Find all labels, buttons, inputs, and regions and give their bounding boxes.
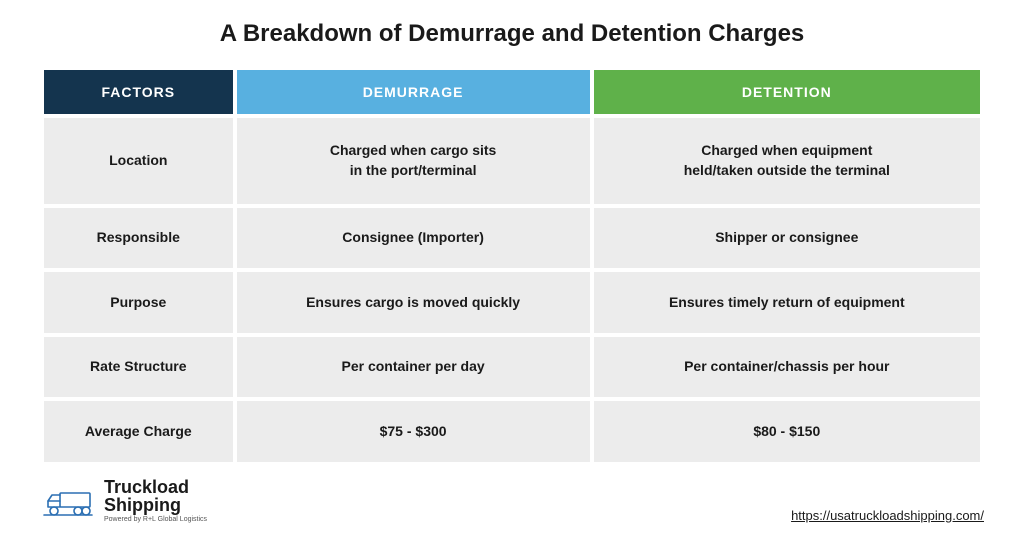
- source-url[interactable]: https://usatruckloadshipping.com/: [791, 508, 984, 523]
- header-factors: FACTORS: [44, 70, 233, 114]
- brand-logo: Truckload Shipping Powered by R+L Global…: [40, 478, 207, 523]
- page-title: A Breakdown of Demurrage and Detention C…: [40, 20, 984, 48]
- cell-factor: Average Charge: [44, 401, 233, 462]
- cell-demurrage: Per container per day: [237, 337, 590, 398]
- cell-demurrage: Charged when cargo sits in the port/term…: [237, 118, 590, 204]
- logo-tagline: Powered by R+L Global Logistics: [104, 516, 207, 523]
- cell-detention: Per container/chassis per hour: [594, 337, 980, 398]
- truck-icon: [40, 483, 96, 519]
- header-detention: DETENTION: [594, 70, 980, 114]
- cell-detention: Charged when equipment held/taken outsid…: [594, 118, 980, 204]
- cell-factor: Responsible: [44, 208, 233, 269]
- cell-demurrage: $75 - $300: [237, 401, 590, 462]
- cell-detention: Shipper or consignee: [594, 208, 980, 269]
- logo-line2: Shipping: [104, 496, 207, 514]
- table-row: ResponsibleConsignee (Importer)Shipper o…: [44, 208, 980, 269]
- cell-factor: Location: [44, 118, 233, 204]
- comparison-table: FACTORS DEMURRAGE DETENTION LocationChar…: [40, 66, 984, 466]
- cell-demurrage: Ensures cargo is moved quickly: [237, 272, 590, 333]
- cell-factor: Rate Structure: [44, 337, 233, 398]
- footer: Truckload Shipping Powered by R+L Global…: [40, 478, 984, 523]
- cell-demurrage: Consignee (Importer): [237, 208, 590, 269]
- header-demurrage: DEMURRAGE: [237, 70, 590, 114]
- table-row: LocationCharged when cargo sits in the p…: [44, 118, 980, 204]
- cell-factor: Purpose: [44, 272, 233, 333]
- table-row: Rate StructurePer container per dayPer c…: [44, 337, 980, 398]
- cell-detention: $80 - $150: [594, 401, 980, 462]
- table-row: PurposeEnsures cargo is moved quicklyEns…: [44, 272, 980, 333]
- logo-line1: Truckload: [104, 478, 207, 496]
- cell-detention: Ensures timely return of equipment: [594, 272, 980, 333]
- table-body: LocationCharged when cargo sits in the p…: [44, 118, 980, 462]
- table-row: Average Charge$75 - $300$80 - $150: [44, 401, 980, 462]
